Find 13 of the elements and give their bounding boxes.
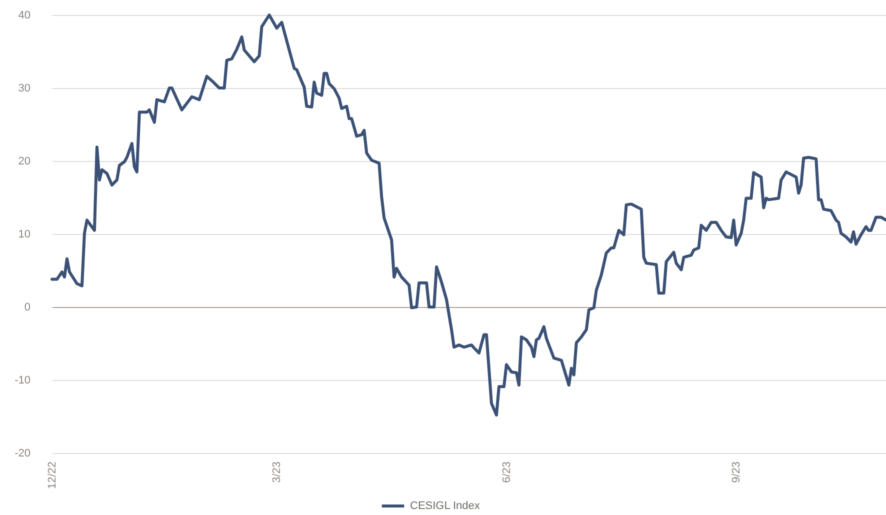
x-tick-label: 3/23 [271,462,284,483]
y-tick-label: -10 [14,374,30,386]
legend-label: CESIGL Index [410,500,480,512]
y-tick-label: 40 [18,10,30,22]
y-tick-label: 30 [18,82,30,94]
x-tick-label: 6/23 [500,462,513,483]
line-series [50,14,886,417]
y-tick-label: 0 [24,302,30,314]
x-tick-label: 12/22 [46,462,58,490]
y-tick-label: -20 [14,448,30,460]
y-tick-label: 20 [18,156,30,168]
y-tick-label: 10 [18,228,30,240]
x-tick-label: 9/23 [730,462,743,483]
